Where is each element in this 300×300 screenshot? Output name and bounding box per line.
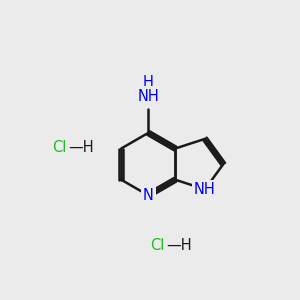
Text: N: N (143, 188, 154, 203)
Text: NH: NH (194, 182, 216, 197)
Text: Cl: Cl (151, 238, 165, 253)
Text: —H: —H (68, 140, 94, 154)
Text: Cl: Cl (52, 140, 67, 154)
Text: —H: —H (166, 238, 192, 253)
Text: H: H (143, 75, 154, 90)
Text: NH: NH (137, 88, 159, 104)
